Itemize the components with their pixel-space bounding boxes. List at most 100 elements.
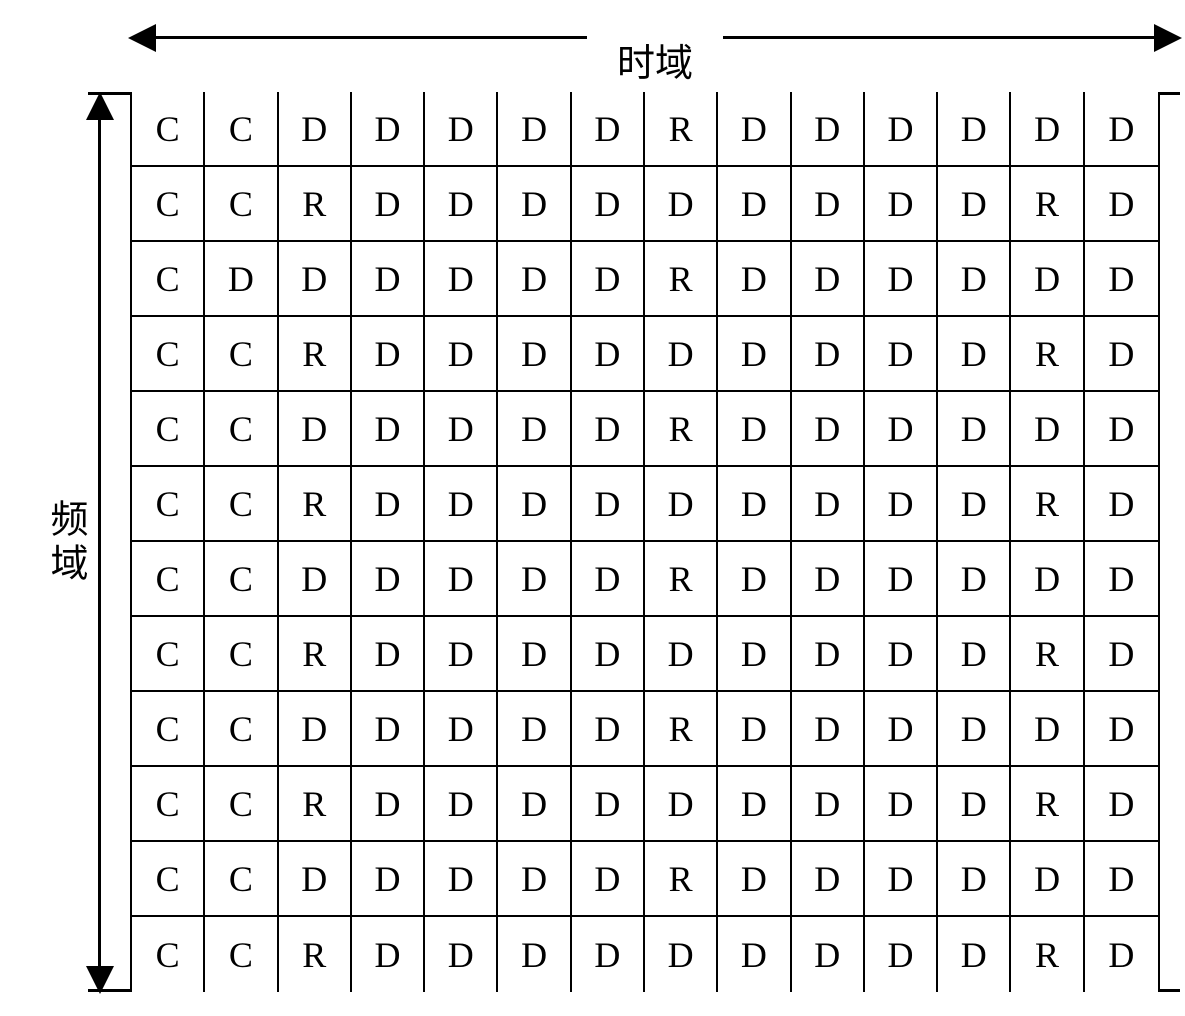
grid-cell: R <box>1011 617 1084 692</box>
grid-cell: D <box>425 167 498 242</box>
grid-cell: D <box>792 92 865 167</box>
grid-cell: D <box>792 242 865 317</box>
arrow-up-icon <box>86 92 114 120</box>
grid-cell: D <box>792 767 865 842</box>
grid-cell: D <box>645 617 718 692</box>
grid-cell: D <box>425 92 498 167</box>
grid-cell: D <box>1085 767 1158 842</box>
grid-cell: D <box>425 542 498 617</box>
grid-cell: D <box>938 467 1011 542</box>
grid-cell: R <box>279 467 352 542</box>
grid-cell: D <box>792 317 865 392</box>
grid-cell: D <box>1011 92 1084 167</box>
arrow-left-icon <box>128 24 156 52</box>
grid-cell: D <box>1085 617 1158 692</box>
grid-cell: D <box>572 542 645 617</box>
grid-cell: D <box>718 767 791 842</box>
grid-cell: C <box>132 917 205 992</box>
grid-cell: D <box>352 242 425 317</box>
grid-cell: D <box>572 617 645 692</box>
grid-cell: C <box>205 692 278 767</box>
grid-cell: C <box>132 767 205 842</box>
grid-cell: D <box>498 767 571 842</box>
grid-cell: D <box>1085 392 1158 467</box>
grid-cell: D <box>498 242 571 317</box>
grid-cell: D <box>865 242 938 317</box>
grid-cell: C <box>132 617 205 692</box>
grid-cell: D <box>792 542 865 617</box>
grid-cell: D <box>498 617 571 692</box>
grid-cell: D <box>352 317 425 392</box>
grid-cell: D <box>352 842 425 917</box>
grid-cell: D <box>425 242 498 317</box>
grid-cell: C <box>132 167 205 242</box>
grid-cell: D <box>718 92 791 167</box>
grid-cell: D <box>865 167 938 242</box>
grid-cell: D <box>572 692 645 767</box>
grid-cell: R <box>1011 167 1084 242</box>
grid-cell: D <box>718 467 791 542</box>
grid-cell: D <box>1011 542 1084 617</box>
grid-cell: R <box>279 767 352 842</box>
grid-cell: D <box>279 842 352 917</box>
grid-cell: D <box>352 392 425 467</box>
grid-cell: D <box>718 917 791 992</box>
grid-cell: D <box>938 617 1011 692</box>
grid-cell: R <box>645 542 718 617</box>
grid-cell: R <box>645 92 718 167</box>
grid-cell: D <box>865 917 938 992</box>
grid-cell: D <box>1011 392 1084 467</box>
grid-cell: D <box>865 617 938 692</box>
grid-cell: D <box>718 317 791 392</box>
grid-cell: D <box>498 167 571 242</box>
grid-cell: C <box>205 167 278 242</box>
grid-cell: D <box>718 392 791 467</box>
grid-cell: D <box>645 917 718 992</box>
grid-cell: D <box>498 842 571 917</box>
grid-cell: R <box>279 917 352 992</box>
grid-cell: D <box>425 467 498 542</box>
grid-cell: D <box>1085 692 1158 767</box>
grid-cell: D <box>279 242 352 317</box>
grid-cell: R <box>1011 767 1084 842</box>
grid-cell: D <box>938 917 1011 992</box>
grid-cell: D <box>718 842 791 917</box>
grid-cell: D <box>498 917 571 992</box>
grid-cell: D <box>572 842 645 917</box>
grid-cell: D <box>645 167 718 242</box>
grid-cell: D <box>792 917 865 992</box>
grid-cell: D <box>645 467 718 542</box>
grid-cell: D <box>279 92 352 167</box>
grid-cell: D <box>425 917 498 992</box>
grid-cell: R <box>1011 317 1084 392</box>
grid-cell: C <box>132 242 205 317</box>
grid-cell: D <box>865 392 938 467</box>
grid-cell: D <box>1085 242 1158 317</box>
frequency-axis-label: 频域 <box>38 499 93 587</box>
grid-cell: D <box>352 542 425 617</box>
resource-grid-diagram: 时域 频域 CCDDDDDRDDDDDDCCRDDDDDDDDDRDCDDDDD… <box>0 0 1185 1016</box>
grid-cell: D <box>718 167 791 242</box>
grid-cell: C <box>205 92 278 167</box>
grid-cell: D <box>425 392 498 467</box>
grid-cell: D <box>352 467 425 542</box>
grid-cell: D <box>352 167 425 242</box>
grid-cell: D <box>352 767 425 842</box>
grid-cell: D <box>938 767 1011 842</box>
grid-cell: C <box>132 317 205 392</box>
grid-cell: D <box>938 542 1011 617</box>
grid-cell: D <box>205 242 278 317</box>
grid-cell: C <box>132 842 205 917</box>
grid-cell: C <box>132 542 205 617</box>
grid-cell: D <box>572 167 645 242</box>
grid-cell: D <box>352 917 425 992</box>
grid-cell: D <box>865 467 938 542</box>
grid-cell: D <box>1011 842 1084 917</box>
grid-cell: D <box>425 692 498 767</box>
grid-cell: C <box>205 617 278 692</box>
grid-cell: C <box>132 692 205 767</box>
grid-cell: D <box>425 317 498 392</box>
grid-cell: D <box>352 617 425 692</box>
grid-cell: R <box>279 167 352 242</box>
resource-grid: CCDDDDDRDDDDDDCCRDDDDDDDDDRDCDDDDDDRDDDD… <box>130 92 1160 992</box>
